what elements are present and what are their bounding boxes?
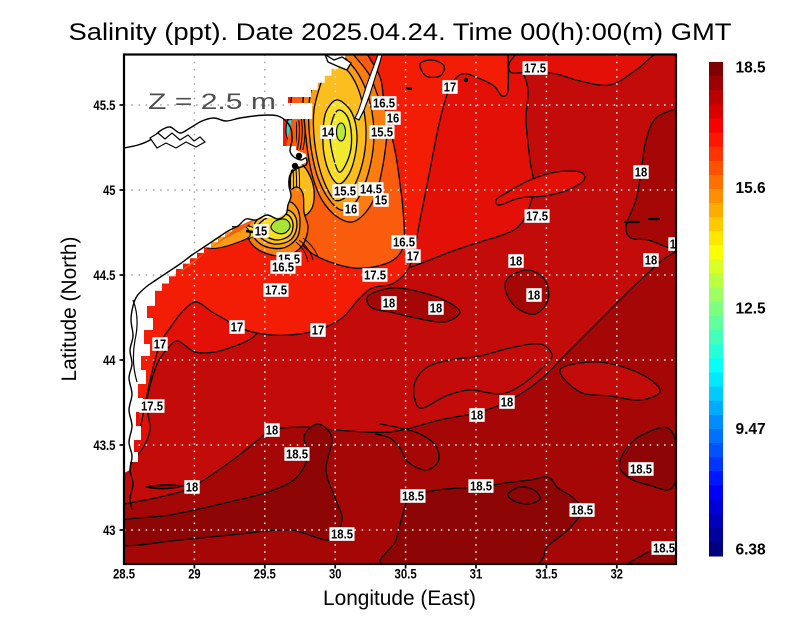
svg-text:28.5: 28.5 bbox=[113, 567, 135, 582]
svg-text:43.5: 43.5 bbox=[93, 438, 115, 453]
svg-text:15.5: 15.5 bbox=[334, 184, 356, 199]
svg-text:31.5: 31.5 bbox=[535, 567, 557, 582]
svg-text:18.5: 18.5 bbox=[470, 479, 492, 494]
svg-text:18: 18 bbox=[430, 301, 442, 316]
svg-text:31: 31 bbox=[470, 567, 483, 582]
svg-text:29.5: 29.5 bbox=[254, 567, 276, 582]
svg-text:18: 18 bbox=[670, 237, 682, 252]
svg-text:32: 32 bbox=[611, 567, 624, 582]
svg-text:16.5: 16.5 bbox=[272, 260, 294, 275]
svg-text:18: 18 bbox=[266, 423, 278, 438]
svg-text:16: 16 bbox=[345, 202, 357, 217]
svg-text:17.5: 17.5 bbox=[364, 268, 386, 283]
svg-text:45: 45 bbox=[103, 183, 116, 198]
svg-text:18.5: 18.5 bbox=[630, 462, 652, 477]
svg-text:Salinity (ppt). Date 2025.04.2: Salinity (ppt). Date 2025.04.24. Time 00… bbox=[69, 19, 732, 46]
svg-text:45.5: 45.5 bbox=[93, 98, 115, 113]
svg-text:18.5: 18.5 bbox=[286, 447, 308, 462]
svg-text:17: 17 bbox=[444, 80, 456, 95]
svg-text:16: 16 bbox=[387, 111, 399, 126]
svg-text:18: 18 bbox=[471, 408, 483, 423]
svg-text:18.5: 18.5 bbox=[653, 541, 675, 556]
svg-text:14.5: 14.5 bbox=[360, 182, 382, 197]
svg-text:17: 17 bbox=[312, 323, 324, 338]
svg-text:15: 15 bbox=[255, 224, 267, 239]
svg-text:17.5: 17.5 bbox=[524, 61, 546, 76]
svg-text:16.5: 16.5 bbox=[393, 235, 415, 250]
svg-text:17: 17 bbox=[407, 249, 419, 264]
svg-text:29: 29 bbox=[188, 567, 201, 582]
svg-text:44: 44 bbox=[103, 353, 116, 368]
svg-text:17.5: 17.5 bbox=[526, 209, 548, 224]
svg-text:14: 14 bbox=[322, 125, 335, 140]
svg-text:16.5: 16.5 bbox=[373, 96, 395, 111]
svg-text:9.47: 9.47 bbox=[736, 421, 766, 438]
svg-text:18: 18 bbox=[383, 296, 395, 311]
svg-text:18.5: 18.5 bbox=[331, 527, 353, 542]
svg-text:18.5: 18.5 bbox=[736, 60, 767, 77]
svg-text:Latitude (North): Latitude (North) bbox=[57, 237, 81, 382]
svg-text:15.6: 15.6 bbox=[736, 180, 767, 197]
svg-text:18: 18 bbox=[501, 395, 513, 410]
svg-text:30: 30 bbox=[329, 567, 342, 582]
svg-text:43: 43 bbox=[103, 523, 116, 538]
svg-text:17: 17 bbox=[231, 320, 243, 335]
svg-text:12.5: 12.5 bbox=[736, 301, 767, 318]
svg-text:17.5: 17.5 bbox=[141, 399, 163, 414]
svg-text:44.5: 44.5 bbox=[93, 268, 115, 283]
svg-text:18: 18 bbox=[528, 288, 540, 303]
svg-text:18.5: 18.5 bbox=[402, 489, 424, 504]
svg-text:17: 17 bbox=[154, 337, 166, 352]
svg-text:Longitude (East): Longitude (East) bbox=[323, 586, 476, 610]
svg-text:18.5: 18.5 bbox=[571, 503, 593, 518]
svg-text:18: 18 bbox=[510, 254, 522, 269]
svg-text:17.5: 17.5 bbox=[265, 283, 287, 298]
svg-text:18: 18 bbox=[645, 253, 657, 268]
svg-text:15.5: 15.5 bbox=[371, 125, 393, 140]
svg-text:18: 18 bbox=[635, 165, 647, 180]
svg-text:6.38: 6.38 bbox=[736, 542, 767, 559]
svg-text:Z = 2.5 m: Z = 2.5 m bbox=[148, 89, 276, 114]
svg-text:15: 15 bbox=[375, 193, 387, 208]
svg-text:30.5: 30.5 bbox=[395, 567, 417, 582]
svg-text:18: 18 bbox=[186, 480, 198, 495]
